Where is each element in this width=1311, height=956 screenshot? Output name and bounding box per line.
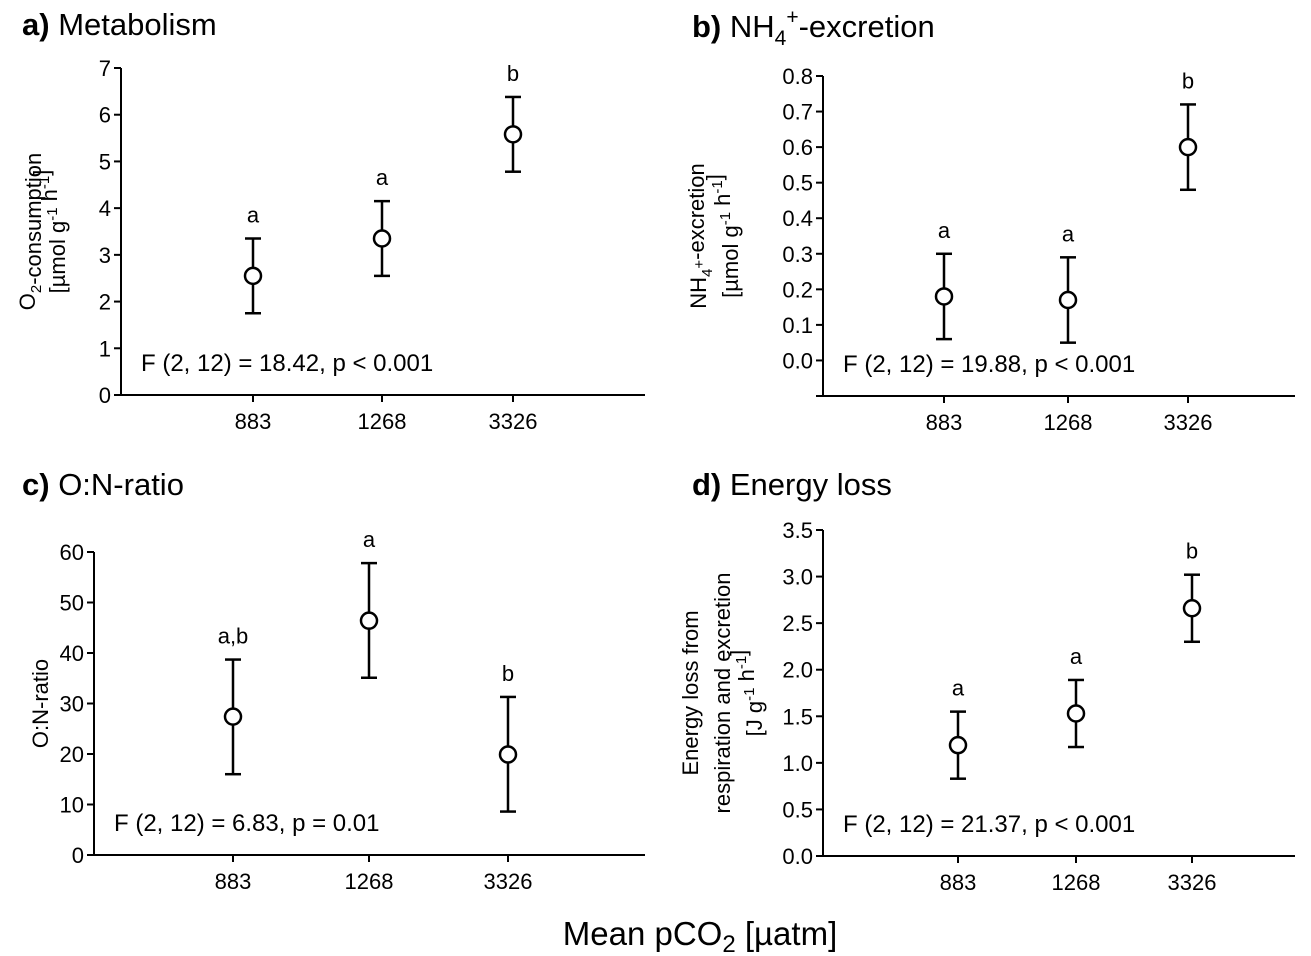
y-tick-label: 0.3 (782, 242, 813, 267)
y-tick-label: 40 (60, 641, 84, 666)
x-tick-label: 3326 (484, 869, 533, 894)
significance-letter: a (363, 527, 376, 552)
stat-annotation: F (2, 12) = 18.42, p < 0.001 (141, 350, 433, 377)
y-tick-label: 50 (60, 591, 84, 616)
panel-title: d) Energy loss (692, 467, 892, 502)
y-tick-label: 5 (99, 149, 111, 174)
y-tick-label: 0 (99, 383, 111, 408)
x-tick-label: 883 (926, 410, 963, 435)
significance-letter: a (1062, 221, 1075, 246)
significance-letter: a (952, 676, 965, 701)
common-x-axis-label: Mean pCO2 [µatm] (563, 915, 837, 956)
y-tick-label: 2.5 (782, 611, 813, 636)
y-axis-label: O2-consumption (15, 153, 46, 311)
x-tick-label: 3326 (1168, 870, 1217, 895)
panel-c: c) O:N-ratio 0 10 20 30 40 50 60 883 1268 3326 a,b a… (22, 467, 645, 894)
x-tick-label: 883 (940, 870, 977, 895)
y-tick-label: 0.0 (782, 844, 813, 869)
significance-letter: a (247, 203, 260, 228)
y-tick-label: 3 (99, 243, 111, 268)
panel-d: d) Energy loss 0.0 0.5 1.0 1.5 2.0 2.5 3.0 3.5 88… (678, 467, 1295, 895)
stat-annotation: F (2, 12) = 6.83, p = 0.01 (114, 810, 380, 837)
data-point (1182, 598, 1202, 618)
data-point (498, 745, 518, 764)
stat-annotation: F (2, 12) = 21.37, p < 0.001 (843, 811, 1135, 838)
data-point (1058, 290, 1078, 310)
significance-letter: a (376, 165, 389, 190)
stat-annotation: F (2, 12) = 19.88, p < 0.001 (843, 351, 1135, 378)
y-axis-label: respiration and excretion (710, 573, 735, 814)
y-axis-label: [µmol g-1 h-1] (29, 170, 70, 294)
y-axis-label: [µmol g-1 h-1] (702, 174, 743, 298)
significance-letter: b (1182, 68, 1194, 93)
y-tick-label: 7 (99, 56, 111, 81)
y-tick-label: 0.1 (782, 313, 813, 338)
data-point (1178, 137, 1198, 157)
panel-title: a) Metabolism (22, 7, 217, 42)
significance-letter: a,b (218, 624, 249, 649)
data-point (359, 611, 379, 630)
significance-letter: a (1070, 644, 1083, 669)
x-tick-label: 883 (215, 869, 252, 894)
data-point (243, 266, 263, 286)
y-tick-label: 0.0 (782, 348, 813, 373)
significance-letter: b (502, 661, 514, 686)
y-tick-label: 0.4 (782, 206, 813, 231)
data-point (934, 287, 954, 306)
x-tick-label: 1268 (1044, 410, 1093, 435)
y-tick-label: 0 (72, 843, 84, 868)
y-axis-label: NH4+-excretion (684, 163, 716, 308)
x-tick-label: 3326 (489, 409, 538, 434)
panel-title: c) O:N-ratio (22, 467, 184, 502)
y-tick-label: 0.8 (782, 64, 813, 89)
y-tick-label: 1.5 (782, 704, 813, 729)
y-axis-label: [J g-1 h-1] (726, 650, 767, 737)
y-tick-label: 0.7 (782, 100, 813, 125)
y-axis-label: O:N-ratio (28, 659, 53, 748)
y-tick-label: 30 (60, 692, 84, 717)
data-point (372, 229, 392, 248)
y-tick-label: 1.0 (782, 751, 813, 776)
y-tick-label: 6 (99, 103, 111, 128)
data-point (948, 735, 968, 755)
panel-a: a) Metabolism 0 1 2 3 4 5 6 7 883 1268 3326 a a b F (2,… (15, 7, 645, 434)
data-point (223, 707, 243, 726)
x-tick-label: 1268 (345, 869, 394, 894)
x-tick-label: 883 (235, 409, 272, 434)
data-point (503, 125, 523, 144)
panel-title: b) NH4+-excretion (692, 6, 935, 50)
y-tick-label: 2 (99, 290, 111, 315)
data-point (1066, 704, 1086, 723)
x-tick-label: 3326 (1164, 410, 1213, 435)
x-tick-label: 1268 (358, 409, 407, 434)
y-tick-label: 2.0 (782, 658, 813, 683)
significance-letter: a (938, 218, 951, 243)
y-tick-label: 0.5 (782, 171, 813, 196)
y-tick-label: 3.0 (782, 565, 813, 590)
y-tick-label: 20 (60, 742, 84, 767)
significance-letter: b (507, 61, 519, 86)
y-tick-label: 0.6 (782, 135, 813, 160)
panel-b: b) NH4+-excretion 0.0 0.1 0.2 0.3 0.4 0.5 0.6 0.… (684, 6, 1295, 435)
significance-letter: b (1186, 539, 1198, 564)
y-tick-label: 3.5 (782, 518, 813, 543)
x-tick-label: 1268 (1052, 870, 1101, 895)
y-tick-label: 0.5 (782, 797, 813, 822)
y-tick-label: 10 (60, 793, 84, 818)
y-tick-label: 0.2 (782, 277, 813, 302)
y-axis-label: Energy loss from (678, 610, 703, 775)
y-tick-label: 1 (99, 336, 111, 361)
y-tick-label: 4 (99, 196, 111, 221)
y-tick-label: 60 (60, 540, 84, 565)
